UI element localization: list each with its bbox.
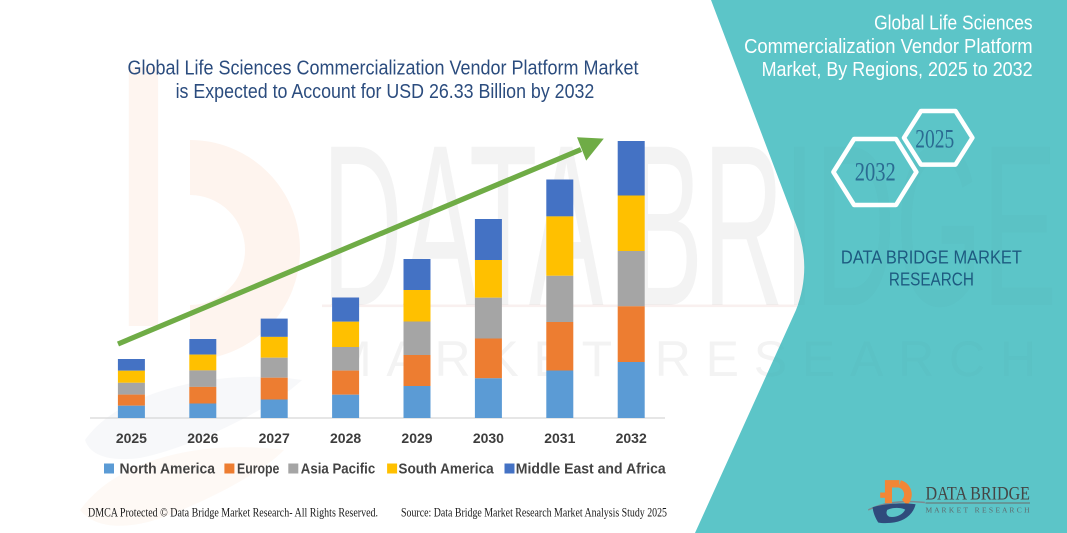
svg-text:M A R K E T R E S E A R C H: M A R K E T R E S E A R C H [926, 505, 1031, 514]
svg-text:South America: South America [398, 461, 494, 478]
svg-text:Asia Pacific: Asia Pacific [301, 461, 375, 478]
svg-text:Global Life Sciences Commercia: Global Life Sciences Commercialization V… [128, 58, 639, 80]
svg-text:2032: 2032 [855, 158, 896, 187]
svg-text:2027: 2027 [259, 430, 290, 446]
svg-text:2030: 2030 [473, 430, 504, 446]
svg-text:2028: 2028 [330, 430, 361, 446]
svg-text:2026: 2026 [187, 430, 218, 446]
svg-text:DATA BRIDGE MARKET: DATA BRIDGE MARKET [841, 247, 1022, 268]
svg-text:is Expected to Account for USD: is Expected to Account for USD 26.33 Bil… [176, 81, 595, 103]
svg-text:MARKET RESEARCH: MARKET RESEARCH [330, 331, 1050, 387]
svg-text:2031: 2031 [544, 430, 575, 446]
svg-text:Source: Data Bridge Market Res: Source: Data Bridge Market Research Mark… [401, 505, 667, 520]
svg-text:Global Life Sciences: Global Life Sciences [874, 11, 1033, 34]
svg-text:Commercialization Vendor Platf: Commercialization Vendor Platform [744, 35, 1033, 58]
svg-text:Europe: Europe [237, 461, 279, 478]
svg-text:2032: 2032 [616, 430, 647, 446]
svg-text:North America: North America [120, 461, 216, 478]
svg-text:DATA BRIDGE: DATA BRIDGE [926, 484, 1031, 505]
svg-text:RESEARCH: RESEARCH [889, 269, 974, 290]
svg-text:2025: 2025 [116, 430, 147, 446]
svg-text:2029: 2029 [401, 430, 432, 446]
svg-text:Middle East and Africa: Middle East and Africa [516, 461, 667, 478]
svg-text:DMCA Protected © Data Bridge M: DMCA Protected © Data Bridge Market Rese… [88, 505, 378, 520]
svg-text:2025: 2025 [915, 125, 954, 154]
svg-text:Market, By Regions, 2025 to 20: Market, By Regions, 2025 to 2032 [762, 58, 1033, 81]
